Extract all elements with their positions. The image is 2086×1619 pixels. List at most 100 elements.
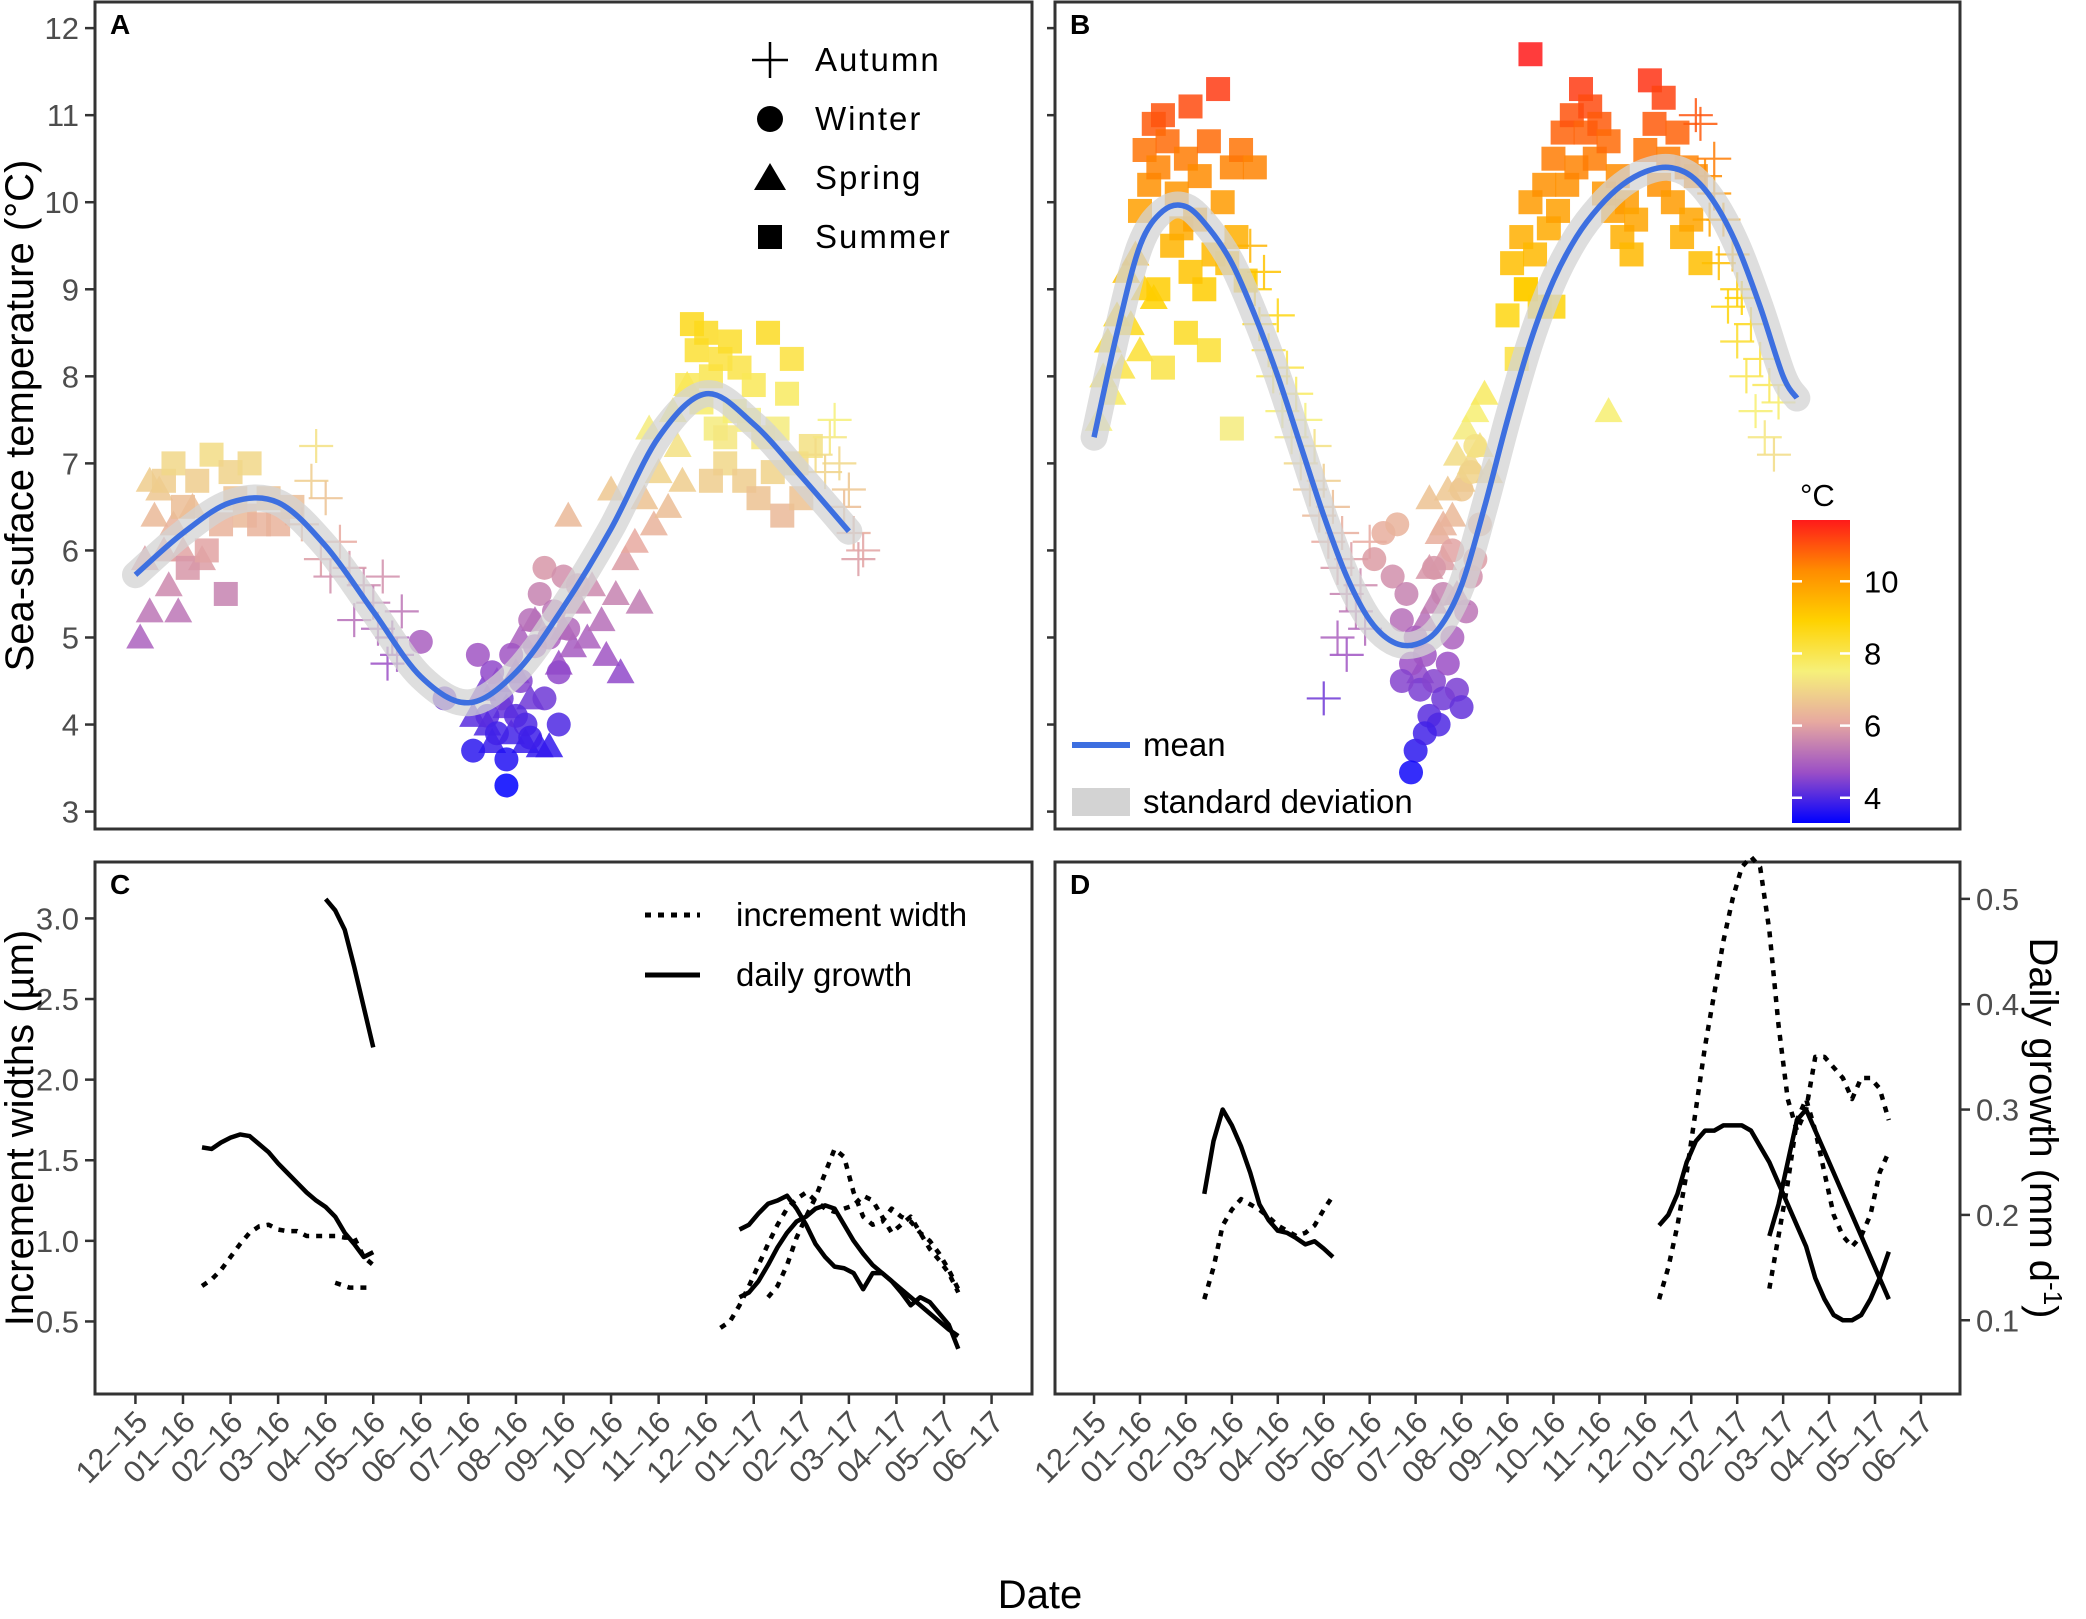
point-autumn: [846, 533, 881, 568]
point-autumn: [294, 463, 329, 498]
point-winter: [546, 660, 571, 685]
season-legend-label: Autumn: [815, 41, 941, 78]
increment-width-line: [719, 1190, 961, 1330]
point-spring: [1415, 484, 1444, 510]
increment-width-line: [766, 1146, 961, 1299]
colorbar-title: °C: [1800, 478, 1835, 513]
point-spring: [535, 732, 564, 758]
point-winter: [527, 581, 552, 606]
point-autumn: [1729, 359, 1764, 394]
y-tick-label: 3.0: [36, 901, 79, 936]
season-legend-label: Spring: [815, 159, 922, 196]
point-autumn: [822, 446, 857, 481]
point-summer: [1619, 242, 1644, 267]
point-summer: [717, 329, 742, 354]
point-autumn: [831, 472, 866, 507]
point-spring: [573, 623, 602, 649]
point-autumn: [812, 420, 847, 455]
panel-a: A 3 4 5 6 7 8 9 10 11 12 Sea-suface temperature (°C…: [0, 0, 1034, 831]
point-summer: [1173, 320, 1198, 345]
point-autumn: [798, 437, 833, 472]
point-spring: [639, 510, 668, 536]
point-autumn: [1247, 254, 1282, 289]
point-autumn: [308, 481, 343, 516]
point-summer: [756, 320, 781, 345]
point-summer: [1596, 129, 1621, 154]
line-legend-label: mean: [1143, 726, 1226, 763]
point-autumn: [384, 594, 419, 629]
y-tick-label: 0.2: [1976, 1198, 2019, 1233]
colorbar-tick-label: 6: [1864, 709, 1881, 744]
point-summer: [713, 425, 738, 450]
point-autumn: [1697, 141, 1732, 176]
square-marker-icon: [758, 225, 782, 249]
point-winter: [1362, 547, 1387, 572]
point-spring: [140, 501, 169, 527]
point-autumn: [1747, 420, 1782, 455]
point-summer: [194, 538, 219, 563]
point-summer: [779, 346, 804, 371]
point-summer: [1146, 277, 1171, 302]
point-spring: [1442, 440, 1471, 466]
point-summer: [741, 373, 766, 398]
point-summer: [746, 486, 771, 511]
point-summer: [1651, 85, 1676, 110]
point-winter: [532, 686, 557, 711]
point-winter: [408, 629, 433, 654]
colorbar-gradient: [1792, 520, 1850, 823]
daily-growth-line: [1202, 1107, 1335, 1259]
point-winter: [1389, 608, 1414, 633]
point-autumn: [1756, 437, 1791, 472]
point-spring: [1125, 336, 1154, 362]
y-tick-label: 6: [62, 533, 79, 568]
y-tick-label: 3: [62, 795, 79, 830]
point-summer: [1546, 198, 1571, 223]
point-summer: [698, 468, 723, 493]
y-axis-title: Sea-suface temperature (°C): [0, 160, 42, 672]
point-autumn: [1320, 620, 1355, 655]
point-spring: [135, 597, 164, 623]
point-summer: [775, 381, 800, 406]
y-tick-label: 9: [62, 272, 79, 307]
panel-frame: [1053, 860, 1962, 1396]
sd-legend-key: [1072, 788, 1130, 816]
point-summer: [161, 451, 186, 476]
point-spring: [164, 597, 193, 623]
point-summer: [1178, 94, 1203, 119]
panel-tag: B: [1070, 9, 1090, 40]
y-tick-label: 4: [62, 708, 79, 743]
point-summer: [1146, 155, 1171, 180]
y-tick-label: 0.4: [1976, 987, 2019, 1022]
point-spring: [1470, 379, 1499, 405]
point-autumn: [1720, 324, 1755, 359]
point-winter: [484, 721, 509, 746]
circle-marker-icon: [757, 106, 783, 132]
y-axis-title-main: Daily growth (mm d: [2021, 938, 2065, 1283]
point-winter: [1449, 695, 1474, 720]
y-tick-label: 12: [45, 11, 79, 46]
point-winter: [494, 773, 519, 798]
point-spring: [154, 571, 183, 597]
line-legend: mean standard deviation: [1072, 726, 1413, 820]
season-legend-label: Winter: [815, 100, 922, 137]
point-summer: [1518, 42, 1543, 67]
point-autumn: [1711, 289, 1746, 324]
point-summer: [1523, 242, 1548, 267]
colorbar-tick-label: 10: [1864, 564, 1898, 599]
daily-growth-line: [201, 1132, 375, 1260]
daily-growth-line: [1657, 1123, 1891, 1323]
point-summer: [1150, 103, 1175, 128]
point-winter: [518, 725, 543, 750]
point-winter: [1385, 512, 1410, 537]
point-spring: [126, 623, 155, 649]
y-tick-label: 8: [62, 359, 79, 394]
point-spring: [554, 501, 583, 527]
y-tick-label: 1.0: [36, 1224, 79, 1259]
point-spring: [625, 588, 654, 614]
point-winter: [1380, 564, 1405, 589]
point-winter: [1421, 555, 1446, 580]
point-autumn: [1738, 394, 1773, 429]
point-summer: [1495, 303, 1520, 328]
point-autumn: [1306, 681, 1341, 716]
